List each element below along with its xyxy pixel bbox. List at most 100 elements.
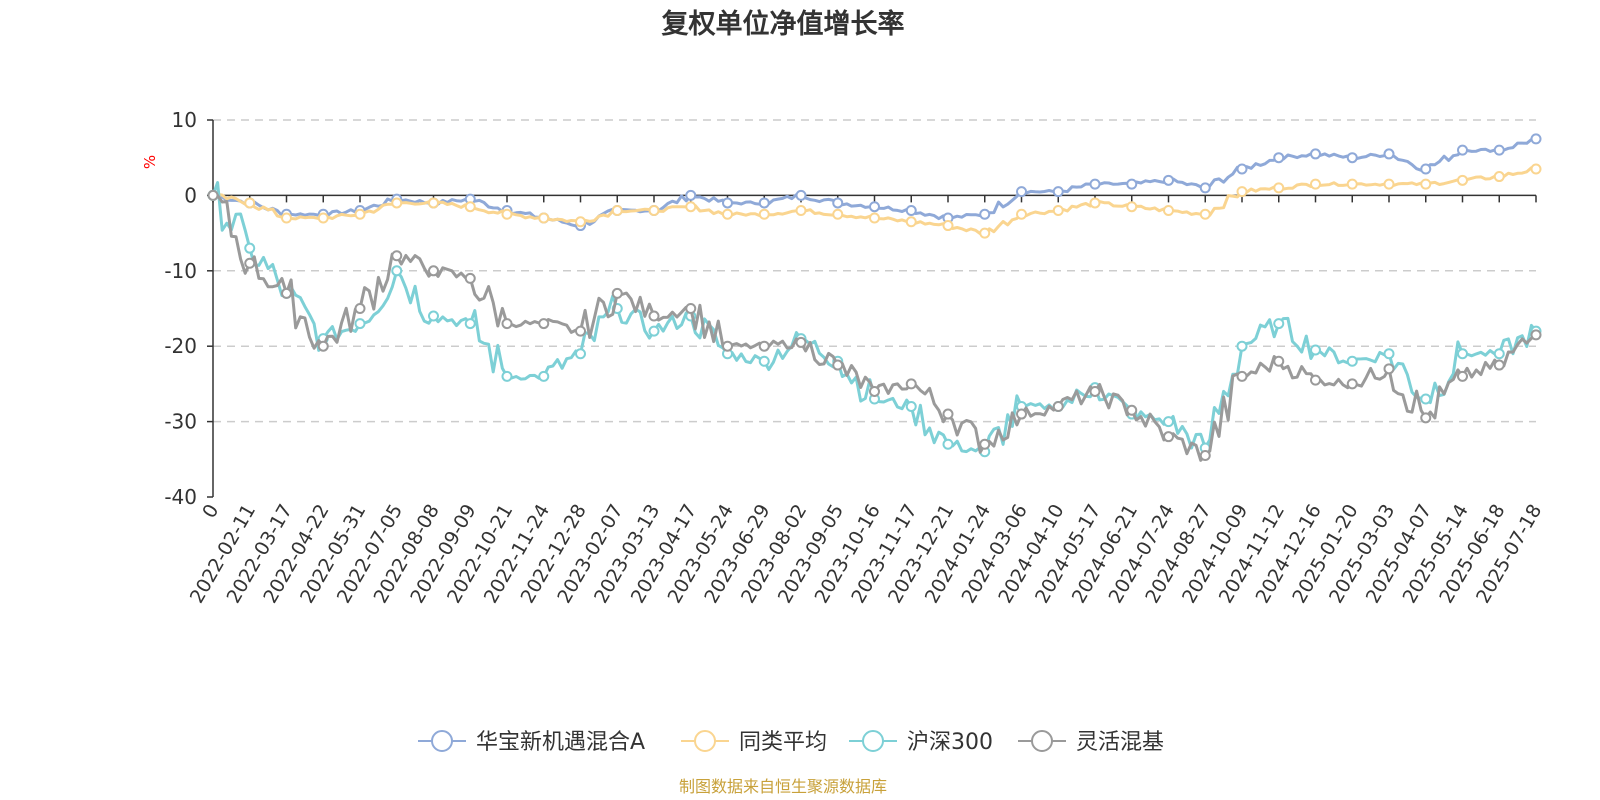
data-point bbox=[1310, 148, 1321, 160]
data-point bbox=[722, 197, 733, 209]
data-point bbox=[869, 385, 880, 397]
y-tick-label: 10 bbox=[172, 108, 197, 132]
data-point bbox=[464, 201, 476, 213]
legend-label: 沪深300 bbox=[907, 730, 993, 755]
data-point bbox=[538, 318, 550, 330]
data-point bbox=[1016, 408, 1027, 420]
data-point bbox=[501, 370, 513, 382]
data-point bbox=[244, 257, 256, 269]
data-point bbox=[1530, 329, 1542, 341]
series-line-4 bbox=[212, 193, 1537, 462]
data-point bbox=[538, 212, 550, 224]
data-point bbox=[1493, 171, 1505, 183]
data-point bbox=[1163, 431, 1174, 443]
data-point bbox=[722, 208, 733, 220]
y-tick-label: -20 bbox=[164, 334, 197, 358]
data-point bbox=[1163, 416, 1174, 428]
data-point bbox=[1420, 178, 1432, 190]
data-point bbox=[611, 287, 623, 299]
data-point bbox=[317, 340, 329, 352]
legend-item-4[interactable]: 灵活混基 bbox=[1018, 730, 1164, 755]
legend-item-2[interactable]: 同类平均 bbox=[681, 730, 827, 755]
data-point bbox=[1163, 174, 1174, 186]
data-point bbox=[979, 227, 991, 239]
legend[interactable]: 华宝新机遇混合A 同类平均 沪深300 灵活混基 bbox=[418, 730, 1164, 755]
data-point bbox=[1089, 197, 1101, 209]
data-point bbox=[1052, 401, 1064, 413]
data-point bbox=[611, 204, 623, 216]
data-point bbox=[1457, 370, 1468, 382]
y-tick-label: 0 bbox=[184, 183, 197, 207]
data-point bbox=[244, 197, 256, 209]
data-point bbox=[1310, 374, 1321, 386]
data-point bbox=[758, 340, 770, 352]
data-point bbox=[722, 340, 733, 352]
data-point bbox=[1383, 178, 1395, 190]
data-point bbox=[538, 370, 550, 382]
data-point bbox=[795, 336, 807, 348]
data-point bbox=[244, 242, 256, 254]
data-point bbox=[1310, 344, 1321, 356]
axes: 100-10-20-30-4002022-02-112022-03-172022… bbox=[164, 108, 1546, 607]
data-point bbox=[685, 303, 697, 314]
data-point bbox=[281, 212, 292, 224]
data-point bbox=[1383, 363, 1395, 375]
series-lines bbox=[207, 133, 1542, 462]
data-point bbox=[795, 189, 807, 201]
data-point bbox=[1126, 404, 1138, 416]
data-point bbox=[758, 197, 770, 209]
data-point bbox=[428, 197, 439, 209]
data-point bbox=[391, 265, 403, 277]
data-point bbox=[575, 216, 586, 228]
legend-label: 同类平均 bbox=[739, 730, 827, 755]
data-point bbox=[317, 212, 329, 224]
data-point bbox=[1346, 178, 1358, 190]
data-point bbox=[1420, 412, 1432, 424]
data-point bbox=[1273, 318, 1285, 330]
data-point bbox=[1236, 163, 1248, 175]
legend-marker-icon bbox=[694, 730, 716, 752]
data-point bbox=[1457, 144, 1468, 156]
data-point bbox=[1346, 152, 1358, 164]
legend-item-1[interactable]: 华宝新机遇混合A bbox=[418, 730, 645, 755]
data-point bbox=[1273, 182, 1285, 194]
data-point bbox=[501, 318, 513, 330]
data-point bbox=[1273, 355, 1285, 367]
y-tick-label: -40 bbox=[164, 485, 197, 509]
data-point bbox=[1052, 186, 1064, 198]
data-point bbox=[1530, 163, 1542, 175]
data-point bbox=[1346, 378, 1358, 390]
chart-title: 复权单位净值增长率 bbox=[662, 8, 905, 40]
data-point bbox=[1199, 182, 1211, 194]
data-point bbox=[1383, 148, 1395, 160]
x-tick-label: 0 bbox=[198, 501, 223, 522]
data-point bbox=[832, 197, 844, 209]
data-point bbox=[501, 208, 513, 220]
legend-marker-icon bbox=[431, 730, 453, 752]
data-point bbox=[1383, 348, 1395, 360]
data-source-note: 制图数据来自恒生聚源数据库 bbox=[679, 777, 887, 796]
data-point bbox=[575, 325, 586, 337]
data-point bbox=[1493, 348, 1505, 360]
data-point bbox=[758, 355, 770, 367]
data-point bbox=[1457, 174, 1468, 186]
data-point bbox=[1493, 359, 1505, 371]
legend-item-3[interactable]: 沪深300 bbox=[849, 730, 993, 755]
data-point bbox=[428, 310, 439, 322]
grid-lines bbox=[213, 119, 1536, 423]
data-point bbox=[1016, 186, 1027, 198]
legend-marker-icon bbox=[1031, 730, 1053, 752]
data-point bbox=[795, 204, 807, 216]
data-point bbox=[905, 204, 917, 216]
data-point bbox=[1530, 133, 1542, 145]
data-point bbox=[1016, 208, 1027, 220]
data-point bbox=[1236, 340, 1248, 352]
data-point bbox=[391, 250, 403, 262]
data-point bbox=[281, 287, 292, 299]
data-point bbox=[685, 201, 697, 213]
data-point bbox=[648, 310, 660, 322]
data-point bbox=[942, 408, 954, 420]
data-point bbox=[648, 204, 660, 216]
data-point bbox=[1420, 163, 1432, 175]
data-point bbox=[942, 220, 954, 232]
